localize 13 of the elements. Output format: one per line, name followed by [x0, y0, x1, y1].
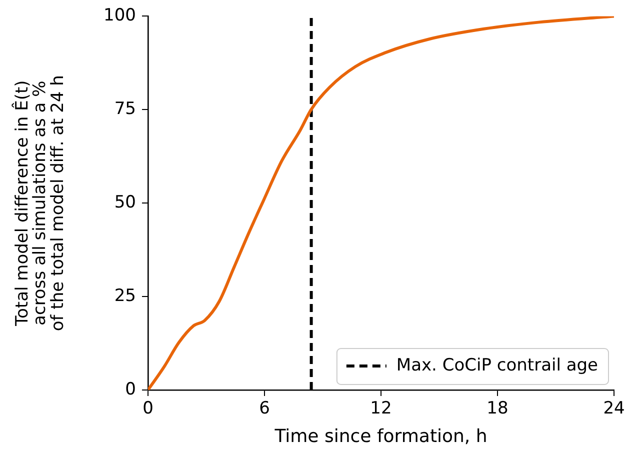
x-axis-title: Time since formation, h [274, 426, 488, 447]
y-tick-label: 50 [114, 192, 136, 213]
y-tick-label: 100 [104, 6, 136, 26]
y-tick-label: 25 [114, 286, 136, 306]
x-tick-label: 0 [142, 398, 154, 419]
x-tick-label: 18 [486, 398, 508, 419]
y-axis-title: Total model difference in Ê(t) across all simulations as a % of the total model diff. at 24 h [11, 75, 68, 332]
x-tick-label: 24 [603, 398, 625, 419]
ref-line-label: Max. CoCiP contrail age [396, 355, 598, 376]
x-tick-label: 6 [259, 398, 270, 419]
x-tick-label: 12 [370, 398, 392, 419]
y-tick-label: 0 [125, 379, 136, 400]
y-tick-label: 75 [114, 99, 136, 120]
